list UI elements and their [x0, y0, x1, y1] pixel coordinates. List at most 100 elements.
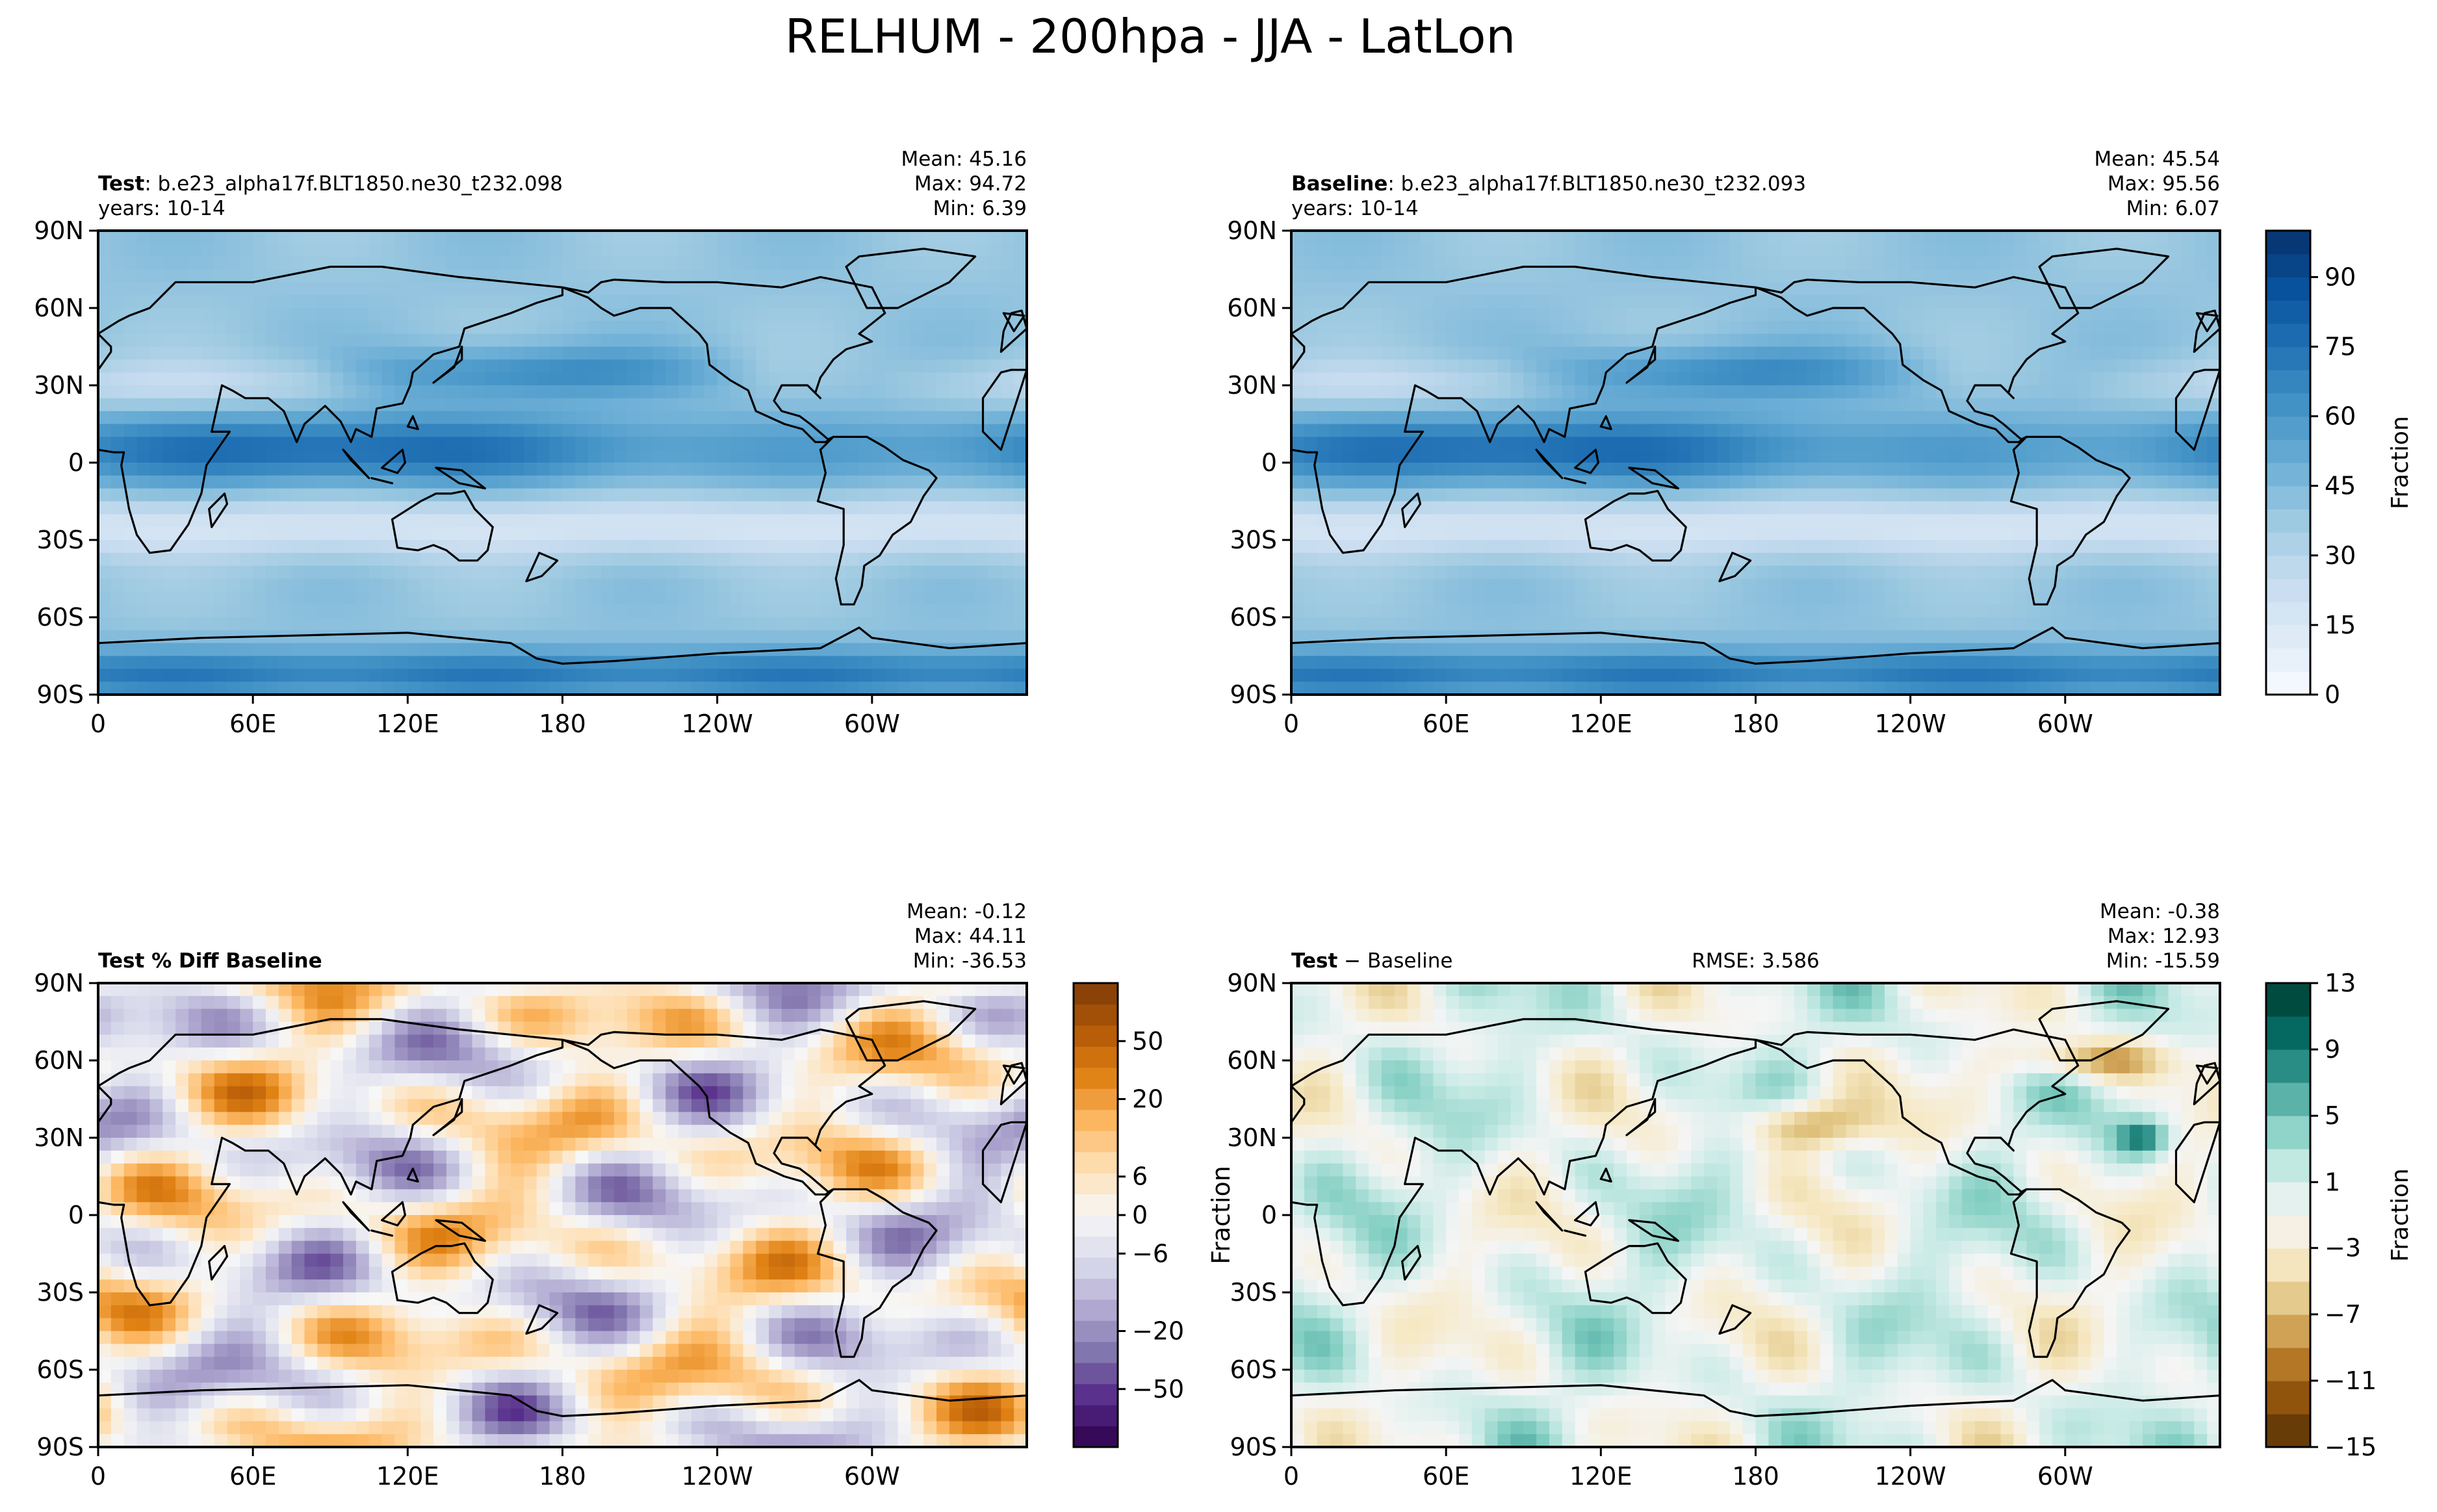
field-cell: [846, 346, 860, 361]
field-cell: [1729, 320, 1744, 335]
field-cell: [1820, 256, 1834, 270]
field-cell: [1704, 346, 1718, 361]
field-cell: [2155, 617, 2169, 631]
field-cell: [227, 527, 241, 541]
field-cell: [1716, 411, 1731, 425]
field-cell: [214, 488, 228, 502]
field-cell: [2207, 269, 2220, 283]
field-cell: [175, 359, 189, 373]
field-cell: [1014, 346, 1027, 361]
field-cell: [704, 372, 718, 386]
field-cell: [858, 269, 873, 283]
field-cell: [1356, 346, 1369, 361]
field-cell: [1614, 282, 1627, 296]
field-cell: [1471, 243, 1486, 257]
field-cell: [1330, 372, 1344, 386]
field-cell: [743, 643, 757, 657]
field-cell: [123, 552, 138, 567]
field-cell: [1562, 514, 1576, 528]
field-cell: [355, 295, 370, 309]
field-cell: [1562, 552, 1576, 567]
field-cell: [704, 501, 718, 515]
field-cell: [988, 398, 1002, 412]
field-cell: [1549, 333, 1563, 348]
field-cell: [588, 411, 602, 425]
x-tick-label: 120W: [682, 710, 753, 738]
field-cell: [846, 243, 860, 257]
field-cell: [1523, 475, 1537, 489]
field-cell: [317, 320, 331, 335]
field-cell: [1665, 282, 1679, 296]
field-cell: [769, 565, 782, 580]
field-cell: [98, 475, 112, 489]
field-cell: [1614, 552, 1627, 567]
field-cell: [833, 320, 847, 335]
field-cell: [562, 243, 576, 257]
field-cell: [511, 630, 524, 644]
field-cell: [652, 372, 667, 386]
field-cell: [756, 682, 769, 695]
field-cell: [1562, 578, 1576, 593]
field-cell: [1407, 243, 1421, 257]
field-cell: [1407, 463, 1421, 476]
field-cell: [1459, 372, 1473, 386]
field-cell: [1755, 643, 1770, 657]
field-cell: [1369, 269, 1382, 283]
field-cell: [536, 231, 550, 244]
field-cell: [652, 295, 667, 309]
field-cell: [936, 269, 950, 283]
field-cell: [1381, 411, 1395, 425]
field-cell: [1652, 630, 1666, 644]
field-cell: [291, 450, 305, 463]
field-cell: [1356, 450, 1369, 463]
field-cell: [781, 540, 795, 554]
field-cell: [459, 256, 473, 270]
field-cell: [1742, 346, 1757, 361]
field-cell: [794, 437, 808, 450]
field-cell: [1691, 527, 1705, 541]
field-cell: [2155, 540, 2169, 554]
field-cell: [884, 643, 899, 657]
field-cell: [343, 488, 357, 502]
field-cell: [1446, 565, 1460, 580]
field-cell: [110, 269, 125, 283]
field-cell: [1755, 565, 1770, 580]
field-cell: [201, 488, 215, 502]
field-cell: [446, 617, 460, 631]
field-cell: [1304, 243, 1318, 257]
field-cell: [2104, 424, 2118, 438]
field-cell: [459, 398, 473, 412]
field-cell: [549, 269, 563, 283]
field-cell: [1459, 295, 1473, 309]
field-cell: [988, 630, 1002, 644]
field-cell: [858, 475, 873, 489]
field-cell: [162, 243, 176, 257]
field-cell: [2117, 385, 2130, 399]
field-cell: [1820, 411, 1834, 425]
field-cell: [317, 308, 331, 322]
field-cell: [897, 617, 912, 631]
field-cell: [549, 527, 563, 541]
field-cell: [1330, 501, 1344, 515]
field-cell: [1716, 630, 1731, 644]
field-cell: [936, 333, 950, 348]
field-cell: [330, 295, 344, 309]
field-cell: [1974, 527, 1989, 541]
field-cell: [1291, 552, 1305, 567]
field-cell: [1807, 333, 1821, 348]
field-cell: [910, 398, 925, 412]
field-cell: [756, 527, 769, 541]
field-cell: [343, 514, 357, 528]
field-cell: [1459, 552, 1473, 567]
field-cell: [678, 450, 692, 463]
field-cell: [652, 385, 667, 399]
field-cell: [1014, 359, 1027, 373]
field-cell: [2065, 450, 2079, 463]
field-cell: [1536, 269, 1550, 283]
field-cell: [2117, 527, 2130, 541]
field-cell: [846, 656, 860, 670]
field-cell: [1755, 231, 1770, 244]
field-cell: [691, 450, 705, 463]
field-cell: [2168, 501, 2182, 515]
field-cell: [1446, 450, 1460, 463]
